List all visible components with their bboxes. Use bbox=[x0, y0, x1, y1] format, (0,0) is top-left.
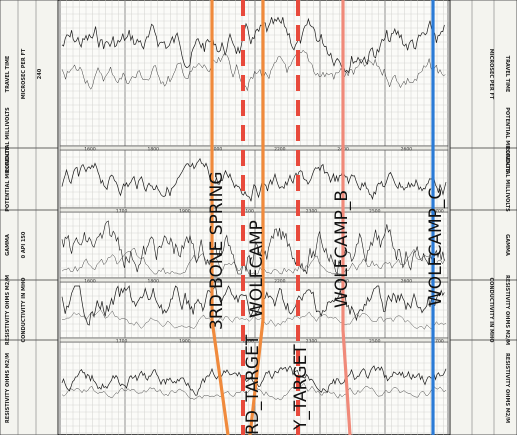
log-curve bbox=[61, 308, 447, 330]
depth-mark-label: 1900 bbox=[179, 338, 191, 344]
depth-mark-label: 2200 bbox=[274, 278, 286, 284]
left-header-label: MICROSEC PER FT bbox=[21, 48, 27, 99]
depth-mark-label: 2000 bbox=[211, 146, 223, 152]
log-curve bbox=[61, 49, 446, 92]
formation-top-label: 3RD BONE SPRING bbox=[207, 172, 227, 331]
left-header-label: 240 bbox=[37, 68, 43, 79]
formation-top-label: WOLFCAMP bbox=[247, 220, 267, 318]
log-curve bbox=[61, 220, 445, 275]
right-header-label: TRAVEL TIME bbox=[504, 56, 510, 93]
left-header-label: GAMMA bbox=[5, 234, 11, 256]
formation-top-line bbox=[210, 0, 230, 435]
depth-mark-label: 1800 bbox=[148, 146, 160, 152]
left-header-label: TRAVEL TIME bbox=[5, 55, 11, 92]
left-header-label: 0 API 150 bbox=[21, 231, 27, 258]
depth-mark-label: 1600 bbox=[84, 278, 96, 284]
right-header-label: CONDUCTIVITY IN MHO bbox=[488, 278, 494, 343]
formation-top-rd-target: RD_TARGET bbox=[243, 0, 265, 435]
left-header-column bbox=[0, 0, 59, 435]
right-header-label: RESISTIVITY OHMS M2/M bbox=[504, 353, 510, 423]
log-curve bbox=[61, 365, 447, 396]
formation-top-y-target: Y_TARGET bbox=[291, 0, 311, 435]
depth-mark-label: 2600 bbox=[401, 146, 413, 152]
left-header-label: POTENTIAL MILLIVOLTS bbox=[5, 146, 11, 212]
depth-mark-label: 2500 bbox=[369, 208, 381, 214]
right-header-label: MICROSEC PER FT bbox=[488, 49, 494, 100]
formation-top-wolfcamp: WOLFCAMP bbox=[241, 0, 267, 435]
depth-mark-label: 1700 bbox=[116, 208, 128, 214]
left-header-label: CONDUCTIVITY IN MHO bbox=[21, 278, 27, 343]
formation-top-3rd-bone-spring: 3RD BONE SPRING bbox=[207, 0, 230, 435]
depth-mark-label: 1800 bbox=[148, 278, 160, 284]
right-header-label: RESISTIVITY OHMS M2/M bbox=[504, 275, 510, 345]
formation-top-wolfcamp-b: WOLFCAMP_B bbox=[332, 0, 352, 435]
depth-mark-label: 2700 bbox=[432, 208, 444, 214]
travel-time-track bbox=[59, 0, 449, 147]
log-curve bbox=[61, 285, 445, 326]
right-header-label: GAMMA bbox=[504, 234, 510, 256]
depth-mark-label: 2700 bbox=[432, 338, 444, 344]
depth-mark-label: 2300 bbox=[306, 208, 318, 214]
potential-track bbox=[59, 341, 449, 435]
gamma-track bbox=[59, 149, 449, 209]
right-header-label: POTENTIAL MILLIVOLTS bbox=[504, 146, 510, 212]
right-header-column bbox=[449, 0, 517, 435]
formation-tops: 3RD BONE SPRING RD_TARGET WOLFCAMP Y_TARGET… bbox=[207, 0, 446, 435]
depth-mark-label: 2600 bbox=[401, 278, 413, 284]
depth-mark-label: 1600 bbox=[84, 146, 96, 152]
formation-top-label: WOLFCAMP_C bbox=[426, 188, 446, 306]
depth-mark-label: 2000 bbox=[211, 278, 223, 284]
left-header-label: RESISTIVITY OHMS M2/M bbox=[5, 275, 11, 345]
formation-top-label: RD_TARGET bbox=[243, 334, 263, 435]
depth-mark-label: 1700 bbox=[116, 338, 128, 344]
depth-mark-label: 2100 bbox=[242, 208, 254, 214]
formation-top-label: WOLFCAMP_B bbox=[332, 190, 352, 308]
left-header-label: POTENTIAL MILLIVOLTS bbox=[5, 107, 11, 173]
formation-top-line bbox=[248, 0, 265, 435]
log-curve bbox=[61, 16, 445, 74]
left-header-label: RESISTIVITY OHMS M2/M bbox=[5, 353, 11, 423]
right-header-label: POTENTIAL MILLIVOLTS bbox=[504, 107, 510, 173]
depth-mark-label: 2200 bbox=[274, 146, 286, 152]
depth-mark-label: 1900 bbox=[179, 208, 191, 214]
log-curve bbox=[61, 247, 446, 275]
formation-top-line bbox=[341, 0, 352, 435]
formation-top-wolfcamp-c: WOLFCAMP_C bbox=[426, 0, 446, 435]
depth-mark-label: 2100 bbox=[242, 338, 254, 344]
log-curve bbox=[61, 157, 447, 202]
formation-top-label: Y_TARGET bbox=[291, 344, 311, 431]
depth-mark-label: 2300 bbox=[306, 338, 318, 344]
depth-mark-label: 2500 bbox=[369, 338, 381, 344]
